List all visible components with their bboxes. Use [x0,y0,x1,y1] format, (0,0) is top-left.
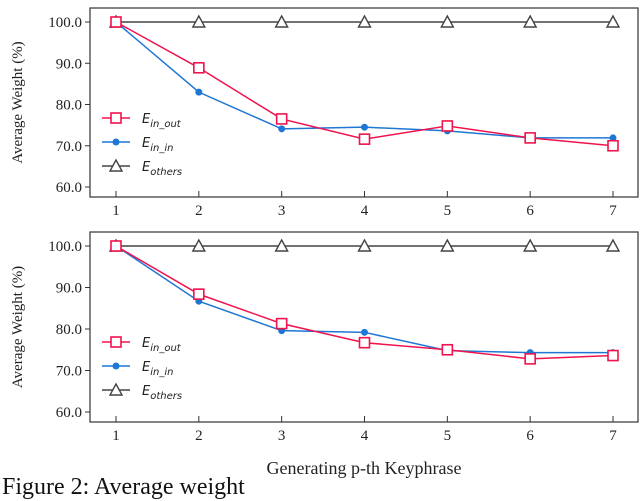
circle-marker [278,125,286,133]
square-marker [193,288,205,300]
triangle-marker [440,14,455,28]
legend-label: Ein_in [142,136,173,154]
chart-panel-2: 60.0 70.0 80.0 90.0 100.0 1 2 3 4 5 6 7 Average Weig… [10,231,639,478]
legend-label: Eothers [142,160,182,178]
legend-label: Ein_out [142,336,182,354]
y-tick-label: 80.0 [56,322,82,338]
series-in_out [110,16,619,152]
legend-entry-others: Eothers [102,382,182,402]
x-tick-label: 7 [609,203,617,219]
series-in_out [110,240,619,365]
x-tick-label: 2 [195,428,203,444]
triangle-marker [191,14,207,28]
triangle-marker [274,238,289,252]
circle-marker [361,328,368,336]
square-marker [607,349,619,362]
triangle-marker [605,14,621,28]
x-tick-label: 4 [361,203,369,219]
square-marker [275,317,288,330]
x-tick-label: 7 [609,428,617,444]
x-axis-label: Generating p-th Keyphrase [267,458,462,478]
y-tick-label: 100.0 [48,239,82,255]
square-marker [110,16,122,28]
y-tick-label: 70.0 [56,364,82,380]
triangle-marker [440,238,455,252]
square-marker [358,133,371,145]
series-line [115,21,613,139]
triangle-marker [274,14,289,28]
circle-marker [112,138,120,146]
x-tick-label: 6 [526,428,534,444]
triangle-marker [191,238,207,252]
y-tick-label: 60.0 [56,405,82,421]
square-marker [524,353,536,365]
series-in_in [112,18,617,142]
square-marker [110,336,122,348]
legend-label: Ein_out [142,112,182,130]
y-tick-label: 60.0 [56,180,82,196]
y-axis-label: Average Weight (%) [10,41,26,163]
legend-entry-others: Eothers [102,158,182,178]
y-axis-label: Average Weight (%) [10,266,26,388]
square-marker [110,240,122,252]
y-tick-label: 80.0 [56,98,82,114]
legend-entry-in_out: Ein_out [102,112,182,130]
x-tick-label: 1 [112,203,120,219]
x-tick-label: 1 [112,428,120,444]
legend-entry-in_in: Ein_in [102,136,173,154]
triangle-marker [522,14,538,28]
triangle-marker [357,238,372,252]
x-tick-label: 3 [278,203,286,219]
series-line [115,245,613,354]
square-marker [524,132,536,144]
y-tick-label: 90.0 [56,281,82,297]
series-others [108,238,621,252]
triangle-marker [522,238,538,252]
x-tick-label: 5 [444,428,452,444]
legend-label: Ein_in [142,360,173,378]
square-marker [441,120,454,132]
circle-marker [361,123,368,131]
triangle-marker [108,158,124,172]
square-marker [193,61,205,74]
y-tick-label: 90.0 [56,56,82,72]
x-tick-label: 4 [361,428,369,444]
legend-entry-in_in: Ein_in [102,360,173,378]
y-tick-label: 100.0 [48,15,82,31]
legend-label: Eothers [142,384,182,402]
x-tick-label: 6 [526,203,534,219]
x-tick-label: 2 [195,203,203,219]
square-marker [441,343,454,356]
triangle-marker [108,382,124,396]
square-marker [110,112,122,124]
chart-panel-1: 60.0 70.0 80.0 90.0 100.0 1 2 3 4 5 6 7 Average Weig… [10,7,639,219]
legend-entry-in_out: Ein_out [102,336,182,354]
square-marker [607,139,619,152]
square-marker [358,336,371,349]
figure-caption: Figure 2: Average weight [2,474,245,500]
series-others [108,14,621,28]
circle-marker [195,88,203,96]
x-tick-label: 3 [278,428,286,444]
circle-marker [112,362,120,370]
y-tick-label: 70.0 [56,139,82,155]
square-marker [275,113,288,125]
triangle-marker [605,238,621,252]
x-tick-label: 5 [444,203,452,219]
triangle-marker [357,14,372,28]
